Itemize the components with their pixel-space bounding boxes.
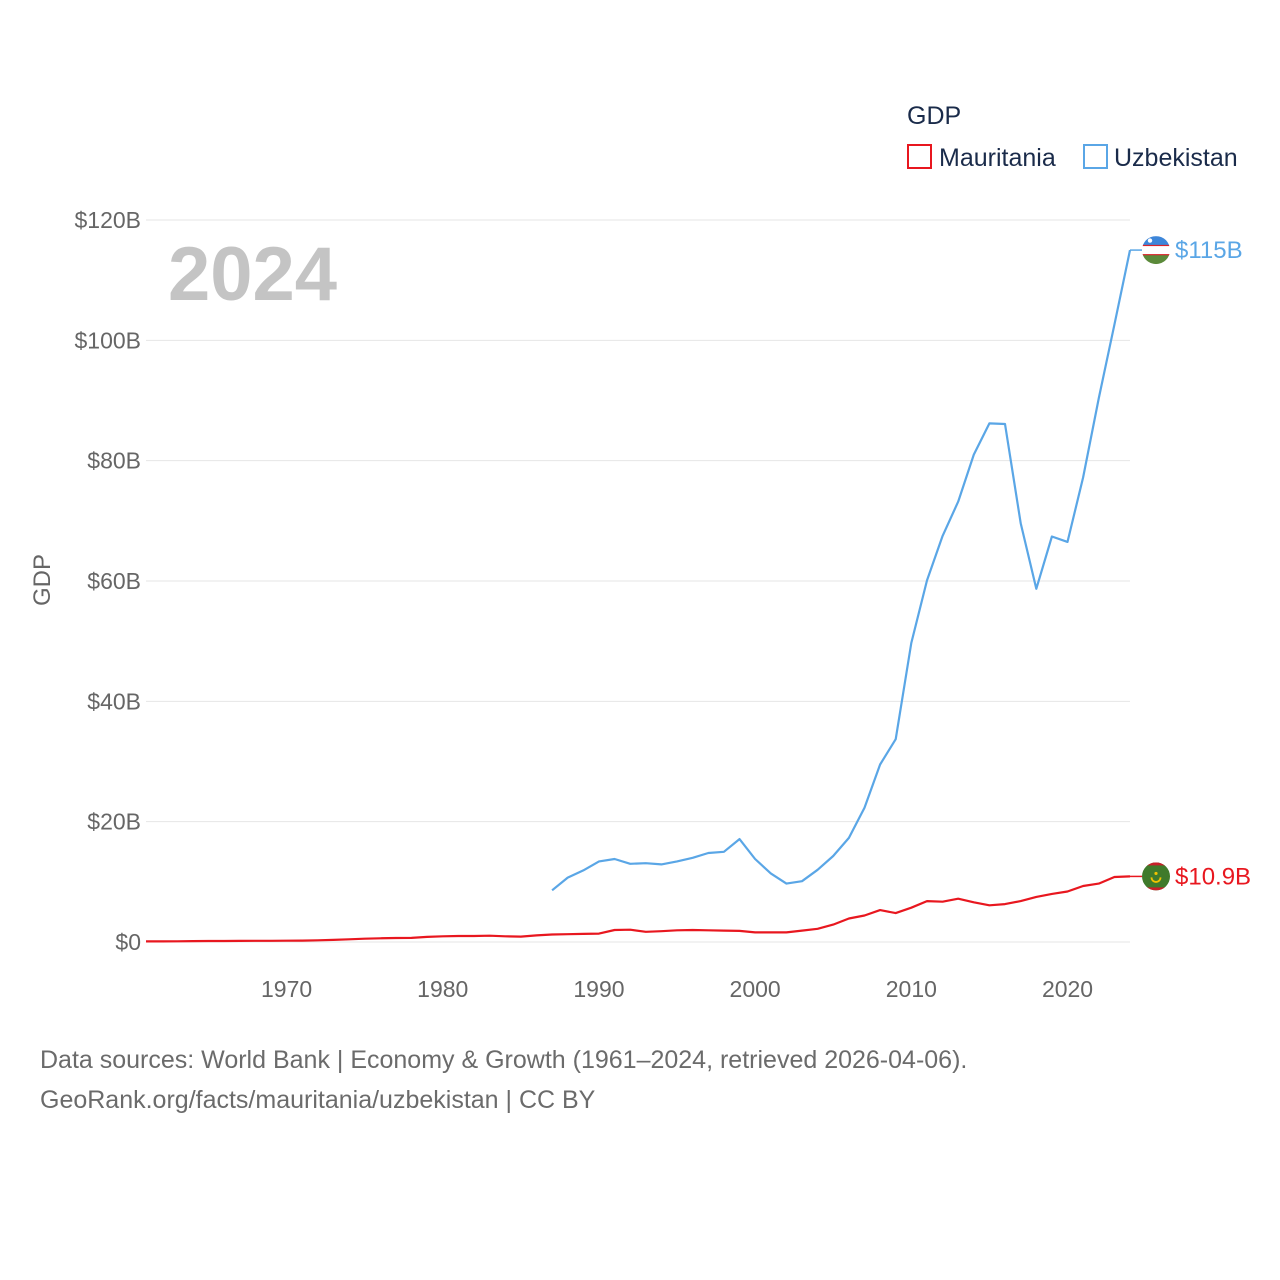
- uzbekistan-flag-icon: [1142, 236, 1170, 265]
- legend: GDP Mauritania Uzbekistan: [907, 102, 1238, 172]
- series-line-mauritania[interactable]: [146, 875, 1131, 943]
- gdp-line-chart: $0 $20B $40B $60B $80B $100B $120B 1970 1980 199…: [29, 102, 1251, 1002]
- legend-swatch-mauritania: [907, 144, 932, 169]
- y-tick-label: $0: [115, 929, 141, 955]
- mauritania-flag-icon: [1142, 862, 1170, 891]
- y-tick-label: $20B: [87, 809, 141, 835]
- x-tick-label: 2010: [886, 976, 937, 1002]
- series-layer: [146, 249, 1132, 943]
- legend-title: GDP: [907, 102, 961, 130]
- gridlines: [146, 219, 1130, 943]
- legend-swatch-uzbekistan: [1083, 144, 1108, 169]
- y-tick-label: $60B: [87, 568, 141, 594]
- y-tick-label: $120B: [74, 207, 141, 233]
- x-tick-label: 2000: [730, 976, 781, 1002]
- x-tick-label: 1970: [261, 976, 312, 1002]
- end-value-label-mauritania: $10.9B: [1175, 863, 1251, 890]
- end-value-label-uzbekistan: $115B: [1175, 237, 1243, 264]
- data-sources-note: Data sources: World Bank | Economy & Gro…: [40, 1046, 968, 1074]
- x-tick-label: 1980: [417, 976, 468, 1002]
- y-tick-label: $40B: [87, 688, 141, 714]
- footer: Data sources: World Bank | Economy & Gro…: [40, 1040, 1240, 1120]
- end-markers: $10.9B $115B: [1130, 236, 1251, 891]
- series-line-uzbekistan[interactable]: [551, 249, 1132, 892]
- x-tick-label: 2020: [1042, 976, 1093, 1002]
- x-tick-label: 1990: [573, 976, 624, 1002]
- legend-label-mauritania: Mauritania: [939, 144, 1056, 172]
- y-tick-label: $100B: [74, 327, 141, 353]
- legend-item-mauritania[interactable]: Mauritania: [907, 144, 1056, 172]
- attribution-link[interactable]: GeoRank.org/facts/mauritania/uzbekistan …: [40, 1086, 596, 1114]
- y-axis-title: GDP: [29, 554, 56, 606]
- year-watermark: 2024: [168, 232, 337, 317]
- legend-item-uzbekistan[interactable]: Uzbekistan: [1083, 144, 1238, 172]
- y-tick-label: $80B: [87, 448, 141, 474]
- legend-label-uzbekistan: Uzbekistan: [1114, 144, 1238, 172]
- x-axis-ticks: 1970 1980 1990 2000 2010 2020: [261, 976, 1093, 1002]
- y-axis-ticks: $0 $20B $40B $60B $80B $100B $120B: [74, 207, 141, 955]
